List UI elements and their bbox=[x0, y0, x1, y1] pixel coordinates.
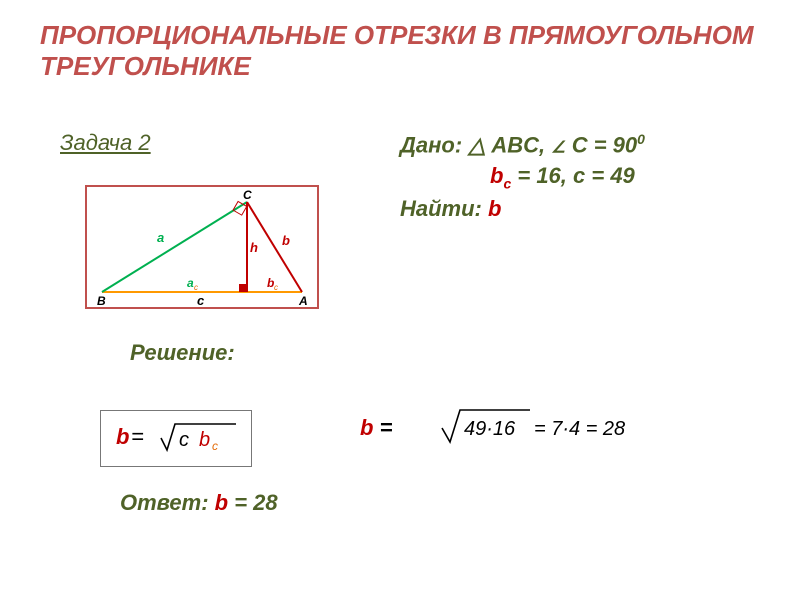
vertex-a: A bbox=[298, 294, 308, 307]
svg-text:b: b bbox=[199, 429, 210, 451]
triangle-diagram: B A C a b c h a c b c bbox=[85, 185, 319, 309]
calculation: 49·16 = 7·4 = 28 bbox=[440, 400, 660, 455]
given-line2: bc = 16, c = 49 bbox=[400, 161, 645, 194]
formula-sub: c bbox=[212, 439, 218, 453]
answer-b: b bbox=[215, 490, 228, 515]
svg-text:c: c bbox=[179, 429, 189, 451]
find-label: Найти: bbox=[400, 196, 482, 221]
eq-sign: = bbox=[373, 415, 392, 440]
side-a: a bbox=[157, 230, 164, 245]
triangle-text: △ ABC, bbox=[468, 132, 545, 157]
find-var: b bbox=[488, 196, 501, 221]
angle-c-sup: 0 bbox=[637, 131, 645, 147]
bc-eq: = 16, c = 49 bbox=[511, 163, 635, 188]
svg-text:c: c bbox=[194, 283, 198, 292]
dano-label: Дано: bbox=[400, 132, 462, 157]
answer-val: = 28 bbox=[228, 490, 278, 515]
answer-label: Ответ: bbox=[120, 490, 215, 515]
answer-line: Ответ: b = 28 bbox=[120, 490, 278, 516]
b-equals: b = bbox=[360, 415, 392, 441]
vertex-b: B bbox=[97, 294, 106, 307]
svg-text:49·16: 49·16 bbox=[464, 418, 516, 440]
formula-b: b bbox=[116, 424, 129, 449]
side-b: b bbox=[282, 233, 290, 248]
given-block: Дано: △ ABC, ∠ C = 900 bc = 16, c = 49 Н… bbox=[400, 130, 645, 225]
solution-label: Решение: bbox=[130, 340, 235, 366]
problem-label: Задача 2 bbox=[60, 130, 151, 156]
angle-c: C = 90 bbox=[572, 132, 637, 157]
svg-text:= 7·4 = 28: = 7·4 = 28 bbox=[534, 418, 625, 440]
altitude-h: h bbox=[250, 240, 258, 255]
svg-text:c: c bbox=[274, 283, 278, 292]
b-var: b bbox=[360, 415, 373, 440]
formula-box: b = c b c bbox=[100, 410, 252, 467]
proj-ac: a bbox=[187, 276, 194, 290]
vertex-c: C bbox=[243, 188, 252, 202]
formula-eq: = bbox=[131, 424, 144, 449]
given-line1: Дано: △ ABC, ∠ C = 900 bbox=[400, 130, 645, 161]
slide-title: ПРОПОРЦИОНАЛЬНЫЕ ОТРЕЗКИ В ПРЯМОУГОЛЬНОМ… bbox=[40, 20, 760, 82]
bc-label: b bbox=[490, 163, 503, 188]
side-c: c bbox=[197, 293, 205, 307]
given-line3: Найти: b bbox=[400, 194, 645, 225]
